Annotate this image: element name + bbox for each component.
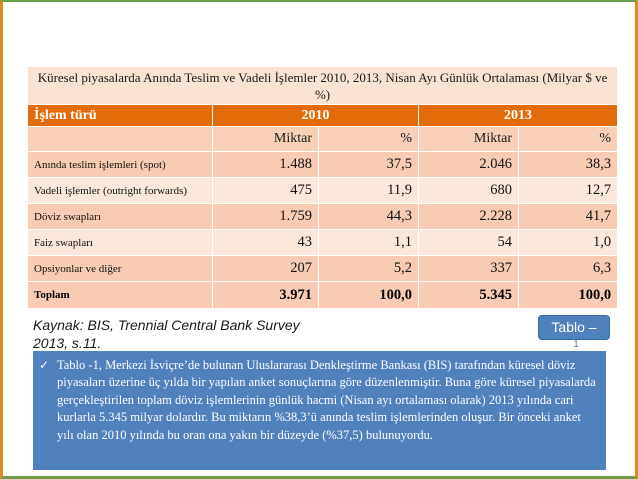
fx-transactions-table: Küresel piyasalarda Anında Teslim ve Vad…: [26, 66, 619, 309]
header-year-2010: 2010: [212, 104, 419, 127]
cell-pct-2013: 1,0: [517, 229, 619, 256]
cell-miktar-2010: 1.488: [212, 151, 319, 178]
table-row: Anında teslim işlemleri (spot) 1.488 37,…: [27, 151, 619, 178]
row-label: Döviz swapları: [27, 203, 213, 230]
cell-miktar-2010: 43: [212, 229, 319, 256]
table-number-badge: Tablo –: [538, 315, 610, 340]
cell-miktar-2013: 680: [418, 177, 519, 204]
cell-miktar-2013: 54: [418, 229, 519, 256]
cell-pct-2010: 44,3: [318, 203, 419, 230]
explanation-text: Tablo -1, Merkezi İsviçre’de bulunan Ulu…: [57, 358, 596, 442]
cell-miktar-2013: 2.046: [418, 151, 519, 178]
row-label: Vadeli işlemler (outright forwards): [27, 177, 213, 204]
subheader-empty: [27, 126, 213, 152]
source-line-1: Kaynak: BIS, Trennial Central Bank Surve…: [33, 317, 300, 333]
cell-pct-2013: 38,3: [517, 151, 619, 178]
row-label: Faiz swapları: [27, 229, 213, 256]
table-subheader-row: Miktar % Miktar %: [27, 126, 619, 152]
cell-pct-2013: 12,7: [517, 177, 619, 204]
total-pct-2010: 100,0: [318, 281, 419, 309]
table-row: Döviz swapları 1.759 44,3 2.228 41,7: [27, 203, 619, 230]
table-row: Faiz swapları 43 1,1 54 1,0: [27, 229, 619, 256]
table-row: Vadeli işlemler (outright forwards) 475 …: [27, 177, 619, 204]
row-label: Opsiyonlar ve diğer: [27, 255, 213, 282]
check-icon: ✓: [39, 358, 50, 372]
cell-pct-2010: 5,2: [318, 255, 419, 282]
cell-pct-2010: 1,1: [318, 229, 419, 256]
subheader-miktar-2010: Miktar: [212, 126, 319, 152]
cell-miktar-2010: 475: [212, 177, 319, 204]
subheader-pct-2013: %: [517, 126, 619, 152]
total-miktar-2010: 3.971: [212, 281, 319, 309]
cell-pct-2010: 37,5: [318, 151, 419, 178]
header-year-2013: 2013: [417, 104, 619, 127]
total-pct-2013: 100,0: [517, 281, 619, 309]
row-label: Anında teslim işlemleri (spot): [27, 151, 213, 178]
header-transaction-type: İşlem türü: [27, 104, 213, 127]
source-line-2: 2013, s.11.: [33, 335, 102, 351]
cell-miktar-2013: 2.228: [418, 203, 519, 230]
table-row: Opsiyonlar ve diğer 207 5,2 337 6,3: [27, 255, 619, 282]
total-label: Toplam: [27, 281, 213, 309]
subheader-miktar-2013: Miktar: [418, 126, 519, 152]
cell-miktar-2013: 337: [418, 255, 519, 282]
total-miktar-2013: 5.345: [418, 281, 519, 309]
table-header-row: İşlem türü 2010 2013: [27, 104, 619, 127]
cell-pct-2010: 11,9: [318, 177, 419, 204]
explanation-note-box: ✓ Tablo -1, Merkezi İsviçre’de bulunan U…: [33, 351, 606, 470]
fx-transactions-table-container: Küresel piyasalarda Anında Teslim ve Vad…: [26, 66, 619, 309]
subheader-pct-2010: %: [318, 126, 419, 152]
table-number-badge-tail: 1: [573, 339, 579, 350]
source-citation: Kaynak: BIS, Trennial Central Bank Surve…: [33, 316, 373, 352]
cell-miktar-2010: 207: [212, 255, 319, 282]
cell-pct-2013: 41,7: [517, 203, 619, 230]
cell-miktar-2010: 1.759: [212, 203, 319, 230]
table-caption: Küresel piyasalarda Anında Teslim ve Vad…: [26, 66, 619, 105]
cell-pct-2013: 6,3: [517, 255, 619, 282]
table-total-row: Toplam 3.971 100,0 5.345 100,0: [27, 281, 619, 309]
